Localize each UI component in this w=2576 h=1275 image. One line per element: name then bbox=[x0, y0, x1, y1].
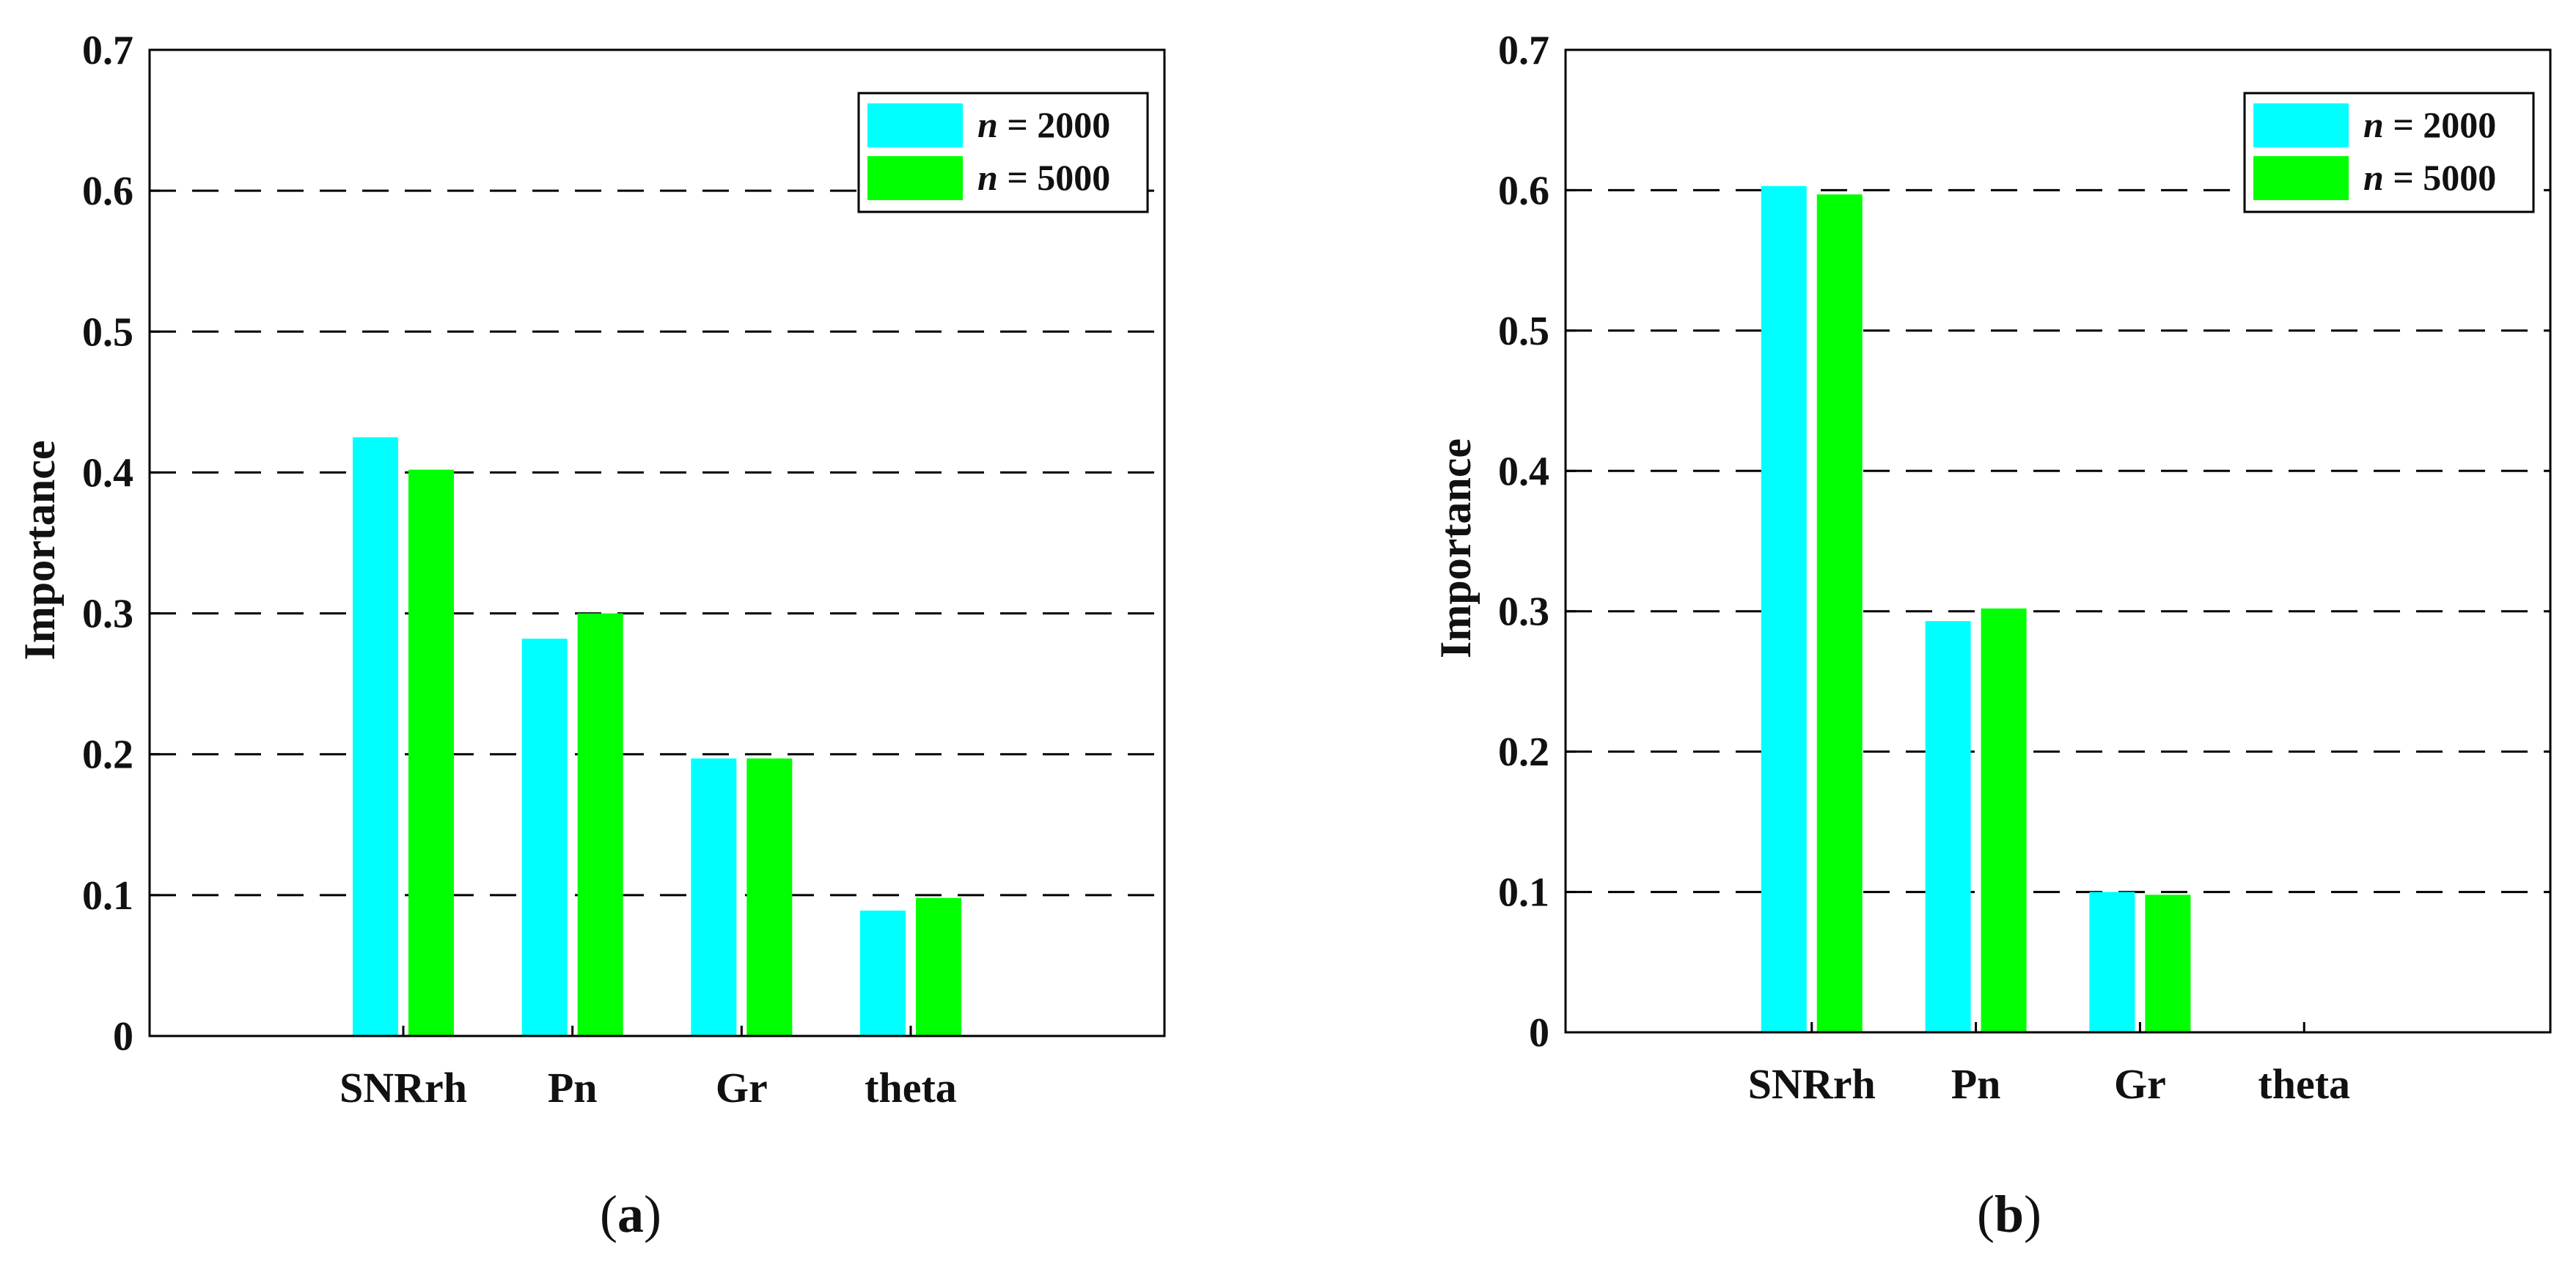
y-axis-label: Importance bbox=[1431, 438, 1480, 658]
y-tick-label: 0.6 bbox=[1498, 168, 1549, 213]
y-tick-label: 0.3 bbox=[82, 592, 133, 637]
legend-italic-n: n bbox=[2363, 104, 2384, 145]
legend-value: = 5000 bbox=[998, 157, 1111, 198]
legend-swatch-1 bbox=[867, 103, 963, 147]
legend-italic-n: n bbox=[977, 104, 998, 145]
x-tick-label: theta bbox=[2258, 1060, 2350, 1108]
caption-letter: a bbox=[617, 1185, 644, 1243]
legend-italic-n: n bbox=[2363, 157, 2384, 198]
x-tick-label: Gr bbox=[2114, 1060, 2166, 1108]
y-tick-label: 0.1 bbox=[1498, 870, 1549, 916]
bar-SNRrh-series-2 bbox=[408, 469, 454, 1036]
x-tick-label: SNRrh bbox=[1748, 1060, 1876, 1108]
legend-swatch-2 bbox=[2253, 156, 2349, 200]
y-tick-label: 0.2 bbox=[1498, 730, 1549, 775]
legend-label-2: n = 5000 bbox=[2363, 157, 2496, 198]
y-tick-label: 0.5 bbox=[1498, 309, 1549, 354]
bar-Gr-series-1 bbox=[2089, 892, 2135, 1032]
x-tick-label: SNRrh bbox=[340, 1064, 467, 1112]
y-tick-label: 0.6 bbox=[82, 169, 133, 214]
x-tick-label: Pn bbox=[1951, 1060, 2001, 1108]
chart-panel-b: 0 0.1 0.2 0.3 0.4 0.5 0.6 0.7 SNRrh Pn Gr theta Impo… bbox=[1431, 28, 2552, 1243]
bar-Gr-series-2 bbox=[746, 758, 793, 1036]
panel-caption: (a) bbox=[600, 1185, 661, 1243]
plot-frame bbox=[148, 48, 1166, 1037]
legend-swatch-1 bbox=[2253, 103, 2349, 147]
legend-label-1: n = 2000 bbox=[977, 104, 1110, 145]
y-tick-label: 0.2 bbox=[82, 732, 133, 778]
legend-value: = 5000 bbox=[2384, 157, 2497, 198]
bar-Pn-series-2 bbox=[1981, 608, 2027, 1032]
bar-Pn-series-1 bbox=[1925, 621, 1971, 1032]
bar-theta-series-2 bbox=[916, 897, 961, 1036]
x-tick-label: theta bbox=[865, 1064, 957, 1112]
caption-letter: b bbox=[1995, 1185, 2024, 1243]
y-tick-label: 0 bbox=[113, 1014, 133, 1059]
caption-close-paren: ) bbox=[2024, 1185, 2041, 1243]
y-tick-label: 0.3 bbox=[1498, 589, 1549, 635]
legend-label-1: n = 2000 bbox=[2363, 104, 2496, 145]
panel-caption: (b) bbox=[1977, 1185, 2041, 1243]
legend-label-2: n = 5000 bbox=[977, 157, 1110, 198]
x-tick-label: Gr bbox=[716, 1064, 768, 1112]
y-tick-label: 0 bbox=[1529, 1010, 1549, 1056]
caption-open-paren: ( bbox=[600, 1185, 617, 1243]
caption-open-paren: ( bbox=[1977, 1185, 1995, 1243]
y-tick-label: 0.4 bbox=[82, 450, 133, 496]
y-tick-label: 0.1 bbox=[82, 873, 133, 919]
chart-panel-a: 0 0.1 0.2 0.3 0.4 0.5 0.6 0.7 SNRrh Pn Gr theta Impo… bbox=[15, 28, 1166, 1243]
legend-value: = 2000 bbox=[2384, 104, 2497, 145]
caption-close-paren: ) bbox=[644, 1185, 661, 1243]
bar-SNRrh-series-1 bbox=[353, 437, 398, 1036]
bar-SNRrh-series-1 bbox=[1761, 185, 1807, 1033]
legend-value: = 2000 bbox=[998, 104, 1111, 145]
legend-italic-n: n bbox=[977, 157, 998, 198]
bar-Gr-series-1 bbox=[691, 758, 737, 1036]
legend-swatch-2 bbox=[867, 156, 963, 200]
bar-Gr-series-2 bbox=[2145, 894, 2191, 1032]
plot-frame bbox=[1564, 48, 2552, 1034]
y-tick-label: 0.7 bbox=[82, 28, 133, 73]
bar-Pn-series-2 bbox=[577, 613, 623, 1036]
x-tick-label: Pn bbox=[548, 1064, 598, 1112]
y-axis-label: Importance bbox=[15, 441, 64, 661]
y-tick-label: 0.7 bbox=[1498, 28, 1549, 73]
bar-theta-series-1 bbox=[860, 910, 906, 1036]
bar-Pn-series-1 bbox=[521, 639, 568, 1036]
y-tick-label: 0.5 bbox=[82, 309, 133, 355]
y-tick-label: 0.4 bbox=[1498, 449, 1549, 494]
bar-SNRrh-series-2 bbox=[1816, 194, 1863, 1033]
